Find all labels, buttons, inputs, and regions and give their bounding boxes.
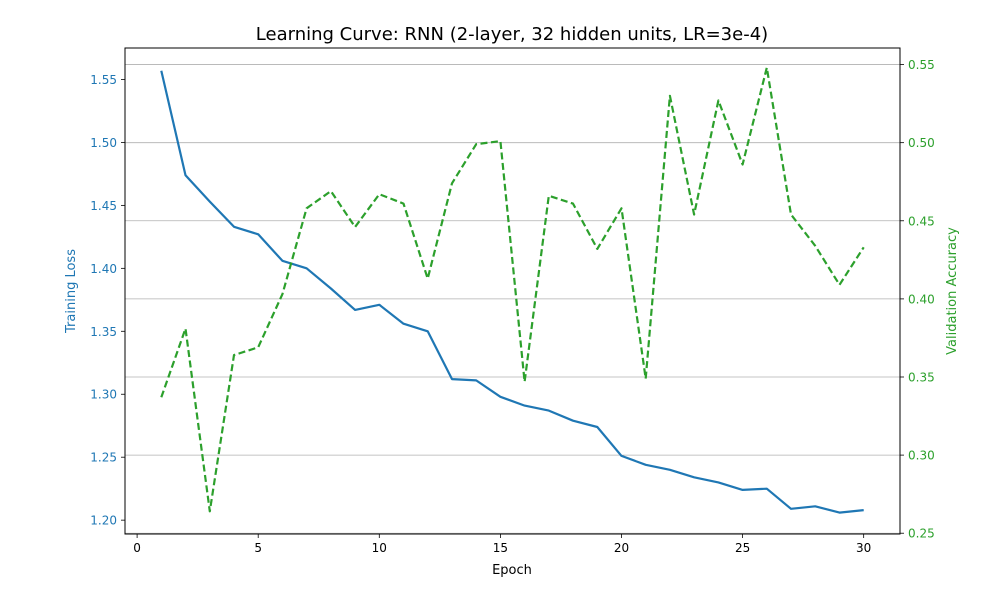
y-tick-label: 1.25 (90, 451, 117, 465)
y-tick-label: 1.30 (90, 388, 117, 402)
x-tick-label: 20 (614, 541, 629, 555)
chart-title: Learning Curve: RNN (2-layer, 32 hidden … (256, 24, 768, 45)
y2-tick-label: 0.55 (908, 58, 935, 72)
y-tick-label: 1.50 (90, 136, 117, 150)
validation-accuracy-line (160, 66, 865, 513)
y2-tick-label: 0.45 (908, 214, 935, 228)
y2-tick-label: 0.30 (908, 449, 935, 463)
y2-tick-label: 0.35 (908, 370, 935, 384)
x-tick-label: 30 (856, 541, 871, 555)
left-y-axis-ticks: 1.20 1.25 1.30 1.35 1.40 1.45 1.50 1.55 (90, 73, 125, 528)
plot-frame (124, 47, 901, 535)
grid-lines (125, 64, 900, 534)
x-tick-label: 15 (493, 541, 508, 555)
left-y-axis-label: Training Loss (64, 249, 79, 334)
right-y-axis-ticks: 0.25 0.30 0.35 0.40 0.45 0.50 0.55 (900, 58, 935, 541)
y2-tick-label: 0.25 (908, 527, 935, 541)
y2-tick-label: 0.40 (908, 292, 935, 306)
y-tick-label: 1.35 (90, 325, 117, 339)
y2-tick-label: 0.50 (908, 136, 935, 150)
x-axis-ticks: 0 5 10 15 20 25 30 (133, 534, 871, 555)
y-tick-label: 1.45 (90, 199, 117, 213)
x-tick-label: 0 (133, 541, 141, 555)
x-tick-label: 5 (254, 541, 262, 555)
training-loss-line (160, 70, 864, 514)
data-series (160, 66, 865, 514)
y-tick-label: 1.40 (90, 262, 117, 276)
x-tick-label: 25 (735, 541, 750, 555)
y-tick-label: 1.20 (90, 514, 117, 528)
x-tick-label: 10 (372, 541, 387, 555)
x-axis-label: Epoch (492, 563, 532, 578)
right-y-axis-label: Validation Accuracy (945, 227, 960, 355)
y-tick-label: 1.55 (90, 73, 117, 87)
